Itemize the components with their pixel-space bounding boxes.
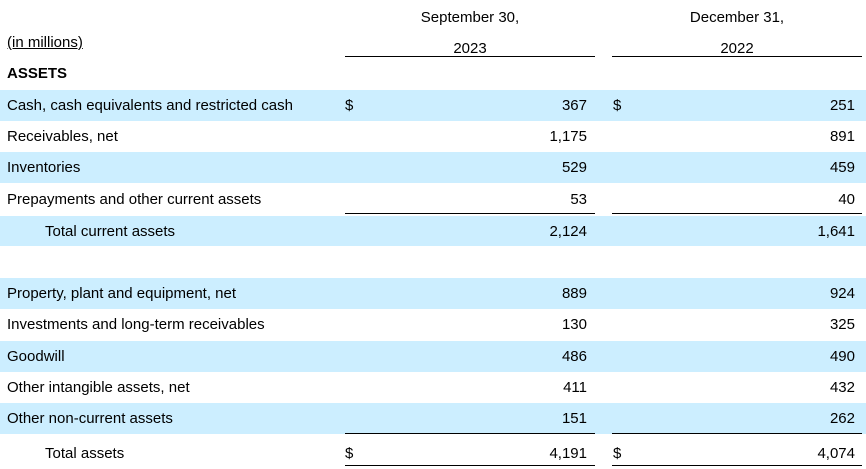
value-2022: 262 (829, 410, 855, 427)
value-2023: 151 (561, 410, 587, 427)
table-row-total: Total current assets 2,124 1,641 (0, 216, 866, 246)
table-row: Goodwill 486 490 (0, 341, 866, 372)
value-2023: 486 (561, 348, 587, 365)
units-label: (in millions) (7, 34, 83, 51)
section-title: ASSETS (7, 65, 68, 82)
table-row: Inventories 529 459 (0, 152, 866, 183)
row-label: Total current assets (45, 223, 176, 240)
header-rule-2022 (612, 56, 862, 57)
value-2023: 889 (561, 285, 587, 302)
row-label: Property, plant and equipment, net (7, 285, 237, 302)
header-rule-2023 (345, 56, 595, 57)
value-2023: 411 (563, 379, 587, 396)
currency-symbol: $ (613, 97, 622, 114)
value-2023: 1,175 (549, 128, 587, 145)
currency-symbol: $ (613, 445, 622, 462)
total-rule-2022 (612, 433, 862, 434)
row-label: Total assets (45, 445, 125, 462)
table-row-total: Total assets $ 4,191 $ 4,074 (0, 438, 866, 469)
row-label: Receivables, net (7, 128, 118, 145)
column-header-2023-line1: September 30, (420, 9, 520, 26)
value-2022: 490 (829, 348, 855, 365)
currency-symbol: $ (345, 445, 354, 462)
value-2022: 251 (829, 97, 855, 114)
value-2023: 130 (561, 316, 587, 333)
value-2022: 40 (838, 191, 855, 208)
column-header-2023-line2: 2023 (453, 40, 487, 57)
double-rule-2023 (345, 465, 595, 466)
value-2022: 432 (829, 379, 855, 396)
subtotal-rule-2022 (612, 213, 862, 214)
row-label: Prepayments and other current assets (7, 191, 262, 208)
value-2022: 1,641 (817, 223, 855, 240)
table-row: Cash, cash equivalents and restricted ca… (0, 90, 866, 121)
row-label: Investments and long-term receivables (7, 316, 265, 333)
table-row: Other non-current assets 151 262 (0, 403, 866, 434)
value-2023: 367 (561, 97, 587, 114)
value-2022: 4,074 (817, 445, 855, 462)
table-row: Investments and long-term receivables 13… (0, 309, 866, 340)
row-label: Other non-current assets (7, 410, 173, 427)
currency-symbol: $ (345, 97, 354, 114)
value-2023: 53 (570, 191, 587, 208)
subtotal-rule-2023 (345, 213, 595, 214)
double-rule-2022 (612, 465, 862, 466)
table-row: Property, plant and equipment, net 889 9… (0, 278, 866, 309)
value-2022: 891 (829, 128, 855, 145)
row-label: Cash, cash equivalents and restricted ca… (7, 97, 293, 114)
value-2023: 4,191 (549, 445, 587, 462)
table-row: Prepayments and other current assets 53 … (0, 184, 866, 215)
value-2023: 2,124 (549, 223, 587, 240)
row-label: Goodwill (7, 348, 65, 365)
column-header-2022-line2: 2022 (720, 40, 754, 57)
value-2022: 924 (829, 285, 855, 302)
value-2022: 325 (829, 316, 855, 333)
table-row: Receivables, net 1,175 891 (0, 121, 866, 152)
column-header-2022: December 31, 2022 (612, 2, 862, 64)
table-row: Other intangible assets, net 411 432 (0, 372, 866, 403)
column-header-2023: September 30, 2023 (345, 2, 595, 64)
value-2023: 529 (561, 159, 587, 176)
row-label: Other intangible assets, net (7, 379, 190, 396)
row-label: Inventories (7, 159, 81, 176)
total-rule-2023 (345, 433, 595, 434)
column-header-2022-line1: December 31, (689, 9, 785, 26)
value-2022: 459 (829, 159, 855, 176)
